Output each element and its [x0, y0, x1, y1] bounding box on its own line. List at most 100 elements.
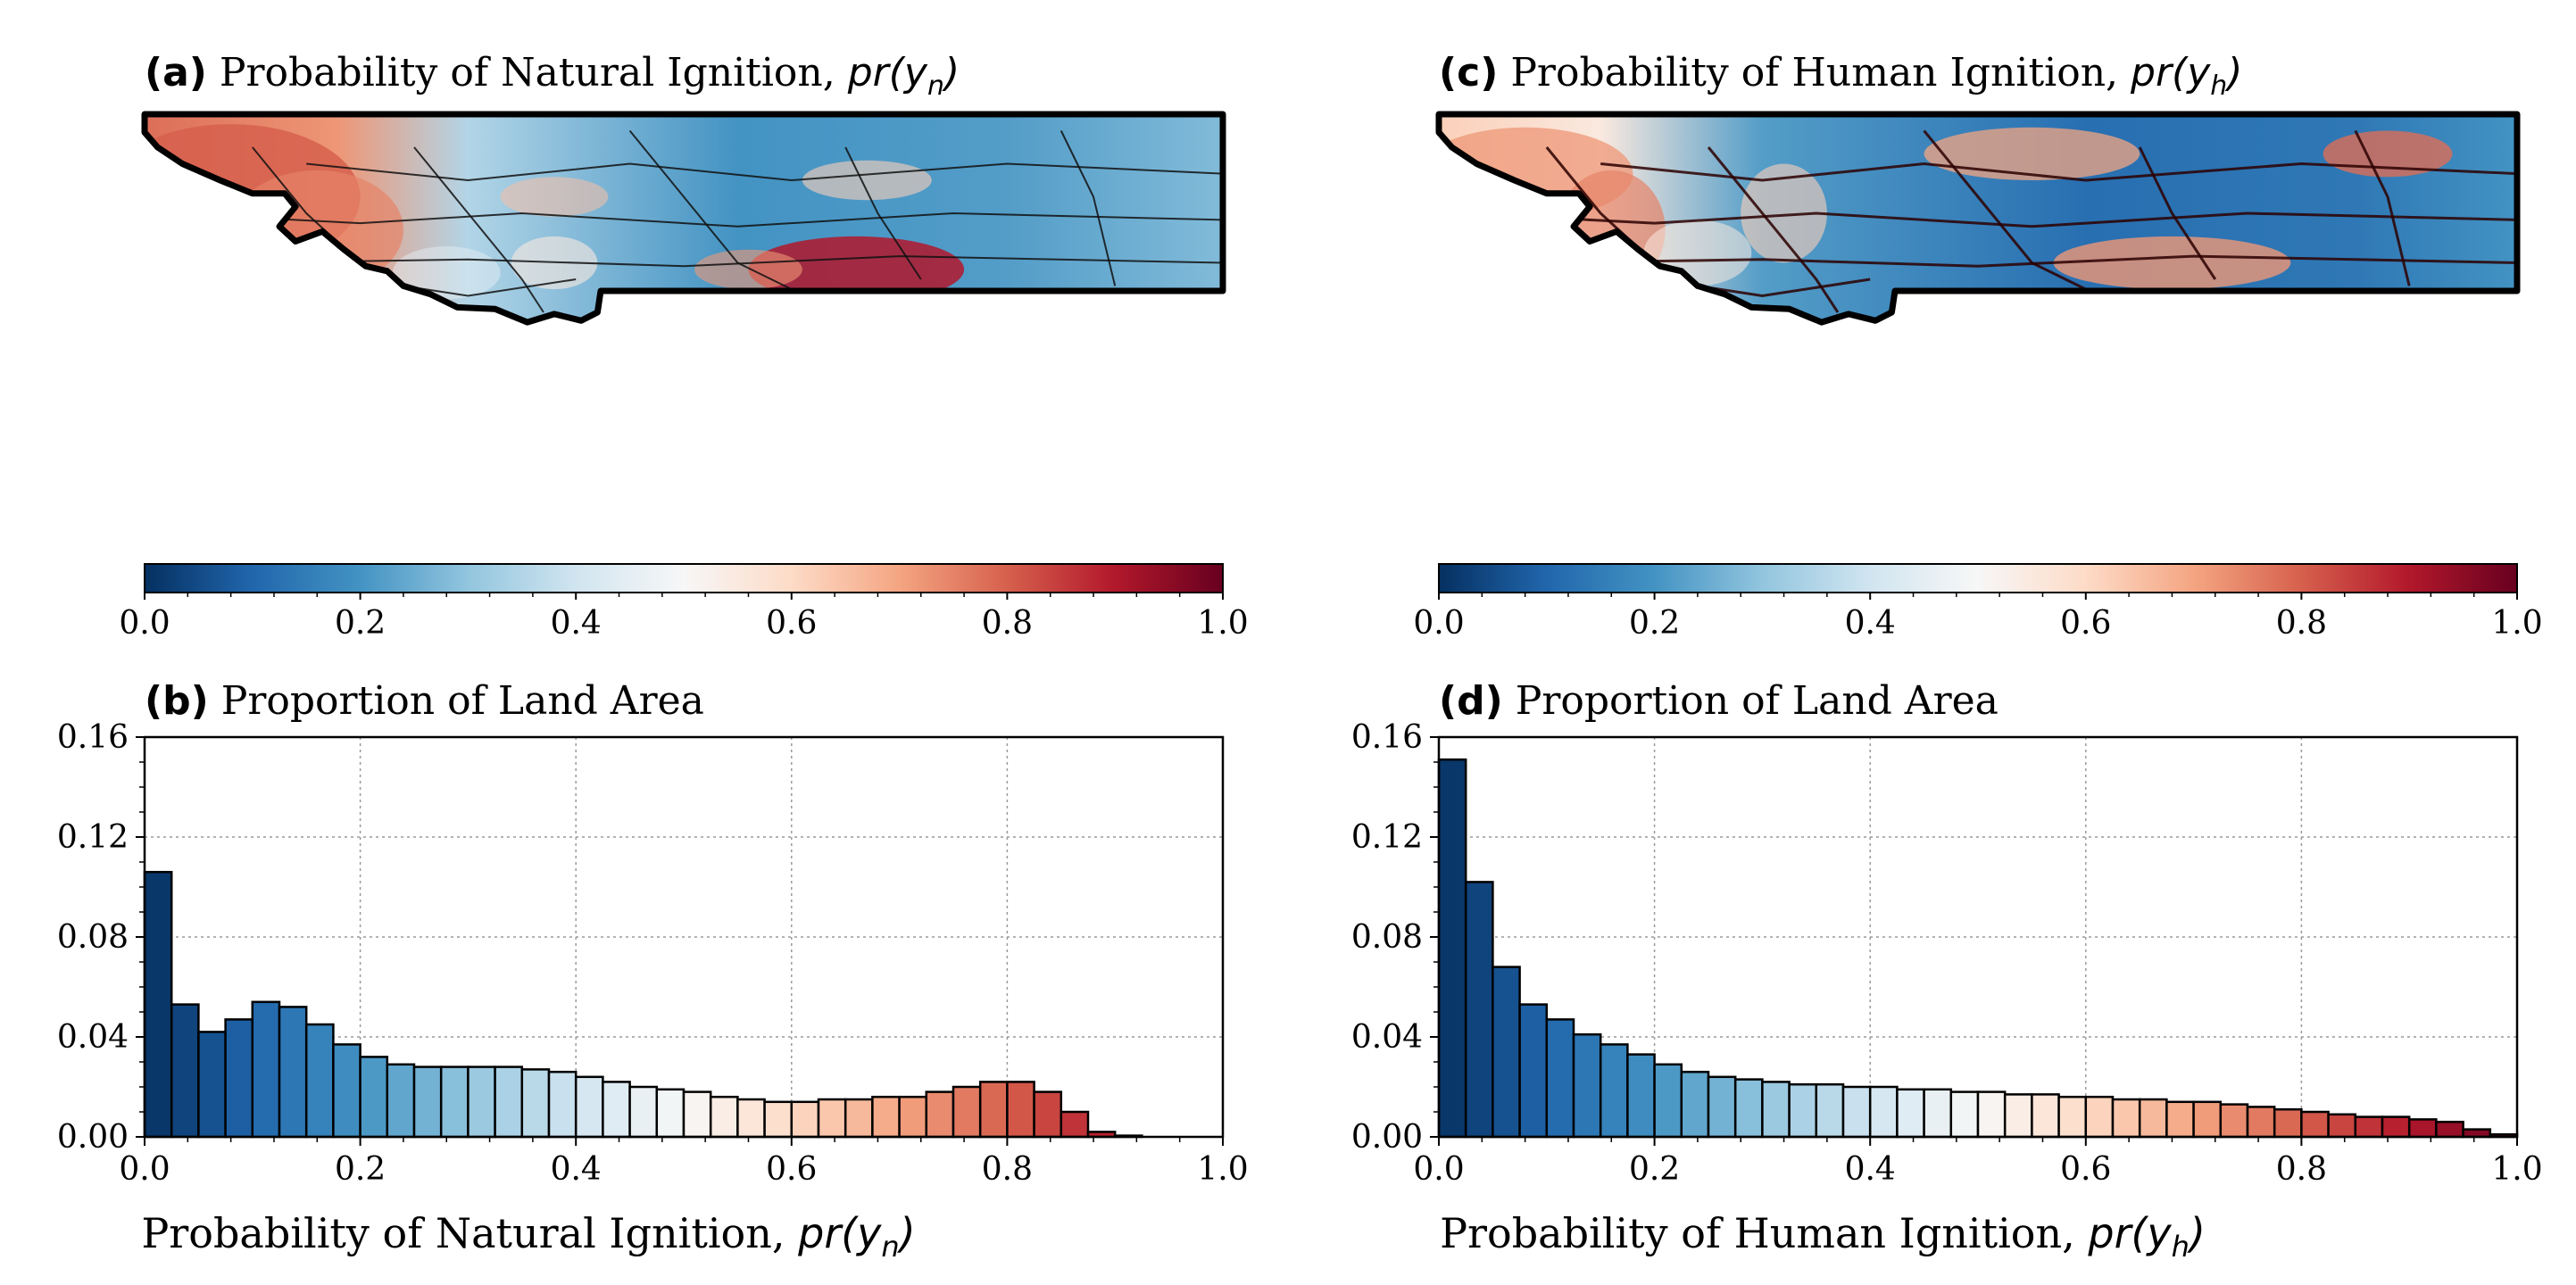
colorbar-tick-label: 0.8 — [2276, 605, 2327, 642]
histogram-bar — [2462, 1128, 2492, 1139]
x-tick-label: 1.0 — [2491, 1151, 2542, 1188]
histogram-bar — [251, 1000, 281, 1139]
histogram-d-xlabel-sub: h — [2172, 1230, 2190, 1264]
histogram-bar — [2354, 1115, 2384, 1139]
histogram-bar — [278, 1006, 308, 1139]
histogram-bar — [1949, 1090, 1980, 1139]
histogram-bar — [2192, 1100, 2223, 1139]
histogram-d-xlabel-close: ) — [2187, 1209, 2206, 1257]
colorbar-tick-label: 1.0 — [2491, 605, 2542, 642]
histogram-bar — [332, 1043, 361, 1139]
map-road — [628, 129, 793, 290]
colorbar-gradient — [144, 563, 1224, 593]
colorbar-a: 0.0 0.2 0.4 0.6 0.8 1.0 — [119, 563, 1249, 642]
map-road — [2138, 146, 2217, 280]
histogram-bar — [1464, 881, 1494, 1139]
histogram-bar — [1976, 1090, 2007, 1139]
histogram-bar — [412, 1065, 443, 1139]
colorbar-tick-label: 0.8 — [982, 605, 1033, 642]
map-road — [1923, 129, 2087, 291]
histogram-bar — [170, 1003, 200, 1139]
histogram-bar — [602, 1081, 631, 1139]
map-road — [413, 146, 544, 313]
histogram-d: 0.0 0.2 0.4 0.6 0.8 1.0 0.00 0.04 0.08 0.12 0.16 — [1351, 719, 2543, 1188]
histogram-bar — [655, 1088, 686, 1139]
map-a-state-border — [141, 111, 1226, 326]
panel-c-title: (c) Probability of Human Ignition, pr(yh) — [1439, 50, 2242, 102]
histogram-bar — [790, 1100, 820, 1139]
histogram-bar — [1680, 1070, 1710, 1139]
panel-a-title-math: pr(y — [847, 50, 928, 95]
histogram-bar — [143, 870, 173, 1139]
histogram-bar — [1841, 1085, 1872, 1139]
histogram-bar — [628, 1085, 659, 1139]
histogram-bar — [359, 1056, 389, 1139]
map-road — [252, 255, 1223, 268]
x-tick-label: 0.6 — [2060, 1151, 2111, 1188]
map-hotspot — [392, 246, 501, 300]
histogram-bar — [2219, 1103, 2249, 1139]
map-hotspot — [802, 160, 932, 201]
histogram-bar — [494, 1065, 524, 1139]
x-tick-label: 0.2 — [1629, 1151, 1680, 1188]
panel-b-title: (b) Proportion of Land Area — [145, 678, 704, 724]
histogram-bar — [520, 1068, 551, 1139]
colorbar-gradient — [1438, 563, 2518, 593]
y-tick-label: 0.00 — [57, 1119, 129, 1156]
histogram-b-xlabel-close: ) — [897, 1209, 916, 1257]
y-tick-label: 0.12 — [1351, 819, 1423, 856]
histogram-bar — [386, 1063, 416, 1139]
histogram-bar — [898, 1095, 928, 1139]
panel-c-tag: (c) — [1439, 50, 1498, 95]
histogram-d-xlabel-math: pr(y — [2087, 1209, 2172, 1257]
histogram-d-xlabel-main: Probability of Human Ignition, — [1440, 1209, 2088, 1257]
histogram-bar — [2381, 1115, 2411, 1139]
histogram-bar — [1599, 1043, 1629, 1139]
histogram-bar — [1896, 1088, 1925, 1139]
map-hotspot — [748, 236, 965, 303]
histogram-bar — [736, 1098, 766, 1139]
histogram-d-xlabel: Probability of Human Ignition, pr(yh) — [1440, 1209, 2206, 1264]
histogram-bar — [547, 1070, 578, 1139]
map-hotspot — [1643, 220, 1752, 286]
histogram-bar — [467, 1065, 496, 1139]
histogram-bar — [2138, 1098, 2168, 1139]
panel-c-title-sub: h — [2210, 70, 2227, 102]
panel-a-title-sub: n — [927, 70, 944, 102]
histogram-bar — [1006, 1081, 1035, 1139]
map-hotspot — [2053, 236, 2291, 290]
histogram-bar — [951, 1085, 982, 1139]
colorbar-tick-label: 0.0 — [1413, 605, 1464, 642]
histogram-bar — [439, 1065, 469, 1139]
map-road — [1600, 162, 2517, 182]
colorbar-tick-label: 0.6 — [2060, 605, 2111, 642]
map-road — [1707, 146, 1840, 313]
human-ignition-map — [1435, 111, 2521, 326]
histogram-bar — [817, 1098, 847, 1139]
x-tick-label: 0.4 — [1845, 1151, 1896, 1188]
colorbar-tick-label: 0.4 — [551, 605, 602, 642]
x-tick-label: 0.6 — [766, 1151, 817, 1188]
map-c-roads — [1460, 129, 2517, 313]
histogram-bar — [224, 1018, 254, 1139]
histogram-bar — [304, 1023, 335, 1139]
natural-ignition-map — [141, 111, 1226, 326]
panel-a-title-close: ) — [942, 50, 960, 95]
map-road — [844, 146, 922, 280]
map-hotspot — [500, 177, 609, 217]
y-tick-label: 0.16 — [57, 719, 129, 756]
panel-d-title: (d) Proportion of Land Area — [1439, 678, 1998, 724]
x-tick-label: 0.8 — [982, 1151, 1033, 1188]
histogram-bar — [843, 1098, 874, 1139]
y-tick-label: 0.08 — [1351, 919, 1423, 956]
histogram-bar — [2300, 1110, 2330, 1139]
histogram-bar — [2327, 1113, 2357, 1139]
histogram-bar — [1518, 1003, 1549, 1139]
histogram-bar — [2003, 1093, 2033, 1139]
histogram-bar — [871, 1095, 901, 1139]
map-c-state-border — [1435, 111, 2521, 326]
panel-b-tag: (b) — [145, 678, 209, 724]
histogram-bar — [1707, 1075, 1737, 1139]
colorbar-tick-label: 0.6 — [766, 605, 817, 642]
histogram-bar — [1733, 1078, 1764, 1139]
